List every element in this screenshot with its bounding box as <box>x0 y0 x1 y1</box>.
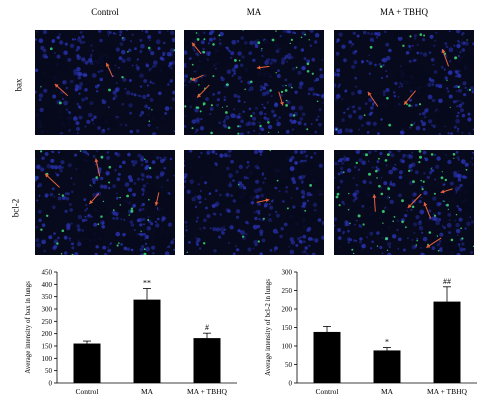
micrograph-bax-control <box>35 30 175 135</box>
marker-arrow <box>367 91 379 107</box>
bar <box>433 301 461 383</box>
marker-arrow <box>105 62 114 78</box>
bar <box>313 331 341 383</box>
bar <box>193 338 221 383</box>
significance-mark: ## <box>443 277 451 286</box>
marker-arrow <box>88 193 100 205</box>
y-tick-label: 400 <box>42 281 53 289</box>
marker-arrow <box>423 202 432 219</box>
y-tick-label: 250 <box>42 318 53 326</box>
bar <box>373 350 401 383</box>
marker-arrow <box>256 198 270 203</box>
x-tick-label: MA <box>381 387 394 396</box>
marker-arrow <box>191 42 202 55</box>
y-axis-label: Average intensity of bax in lungs <box>24 281 32 374</box>
y-tick-label: 300 <box>282 269 293 277</box>
y-tick-label: 100 <box>282 343 293 351</box>
column-label-control: Control <box>91 7 119 17</box>
marker-arrow <box>191 74 204 81</box>
marker-arrow <box>54 83 69 97</box>
column-label-ma: MA <box>246 7 262 17</box>
marker-arrow <box>441 49 450 67</box>
x-tick-label: Control <box>76 387 99 396</box>
y-tick-label: 0 <box>289 380 293 388</box>
y-tick-label: 200 <box>282 306 293 314</box>
marker-arrow <box>94 158 101 177</box>
significance-mark: # <box>205 323 209 332</box>
marker-arrow <box>278 91 284 106</box>
x-tick-label: MA + TBHQ <box>187 387 228 396</box>
marker-arrow <box>256 65 270 70</box>
y-tick-label: 200 <box>42 330 53 338</box>
y-tick-label: 50 <box>285 361 293 369</box>
x-tick-label: Control <box>316 387 339 396</box>
marker-arrow <box>403 90 416 105</box>
micrograph-bcl2-ma <box>184 150 324 255</box>
micrograph-bax-ma-tbhq <box>334 30 474 135</box>
row-label-bcl2: bcl-2 <box>10 198 21 218</box>
y-tick-label: 50 <box>45 367 53 375</box>
significance-mark: ** <box>143 279 151 288</box>
y-axis-label: Average intensity of bcl-2 in lungs <box>264 279 272 376</box>
bar <box>133 299 161 383</box>
bar-charts: 0 50 100 150 200 250 300 350 400 450 Average inten… <box>24 269 477 396</box>
marker-arrow <box>440 188 453 194</box>
marker-arrow <box>407 193 422 209</box>
micrograph-bax-ma <box>184 30 324 135</box>
marker-arrow <box>372 194 377 212</box>
micrograph-bcl2-ma-tbhq <box>334 150 474 255</box>
bar <box>73 343 101 383</box>
y-tick-label: 150 <box>282 324 293 332</box>
marker-arrow <box>196 84 210 98</box>
micrograph-bcl2-control <box>35 150 175 255</box>
x-tick-label: MA + TBHQ <box>427 387 468 396</box>
y-tick-label: 0 <box>49 380 53 388</box>
marker-arrow <box>426 237 442 248</box>
marker-arrow <box>44 173 60 188</box>
x-tick-label: MA <box>141 387 154 396</box>
y-tick-label: 150 <box>42 343 53 351</box>
y-tick-label: 450 <box>42 269 53 277</box>
y-tick-label: 300 <box>42 306 53 314</box>
column-label-ma-tbhq: MA + TBHQ <box>380 7 428 17</box>
y-tick-label: 100 <box>42 355 53 363</box>
row-label-bax: bax <box>13 78 24 92</box>
y-tick-label: 250 <box>282 287 293 295</box>
significance-mark: * <box>385 337 389 346</box>
marker-arrow <box>154 192 160 206</box>
y-tick-label: 350 <box>42 293 53 301</box>
